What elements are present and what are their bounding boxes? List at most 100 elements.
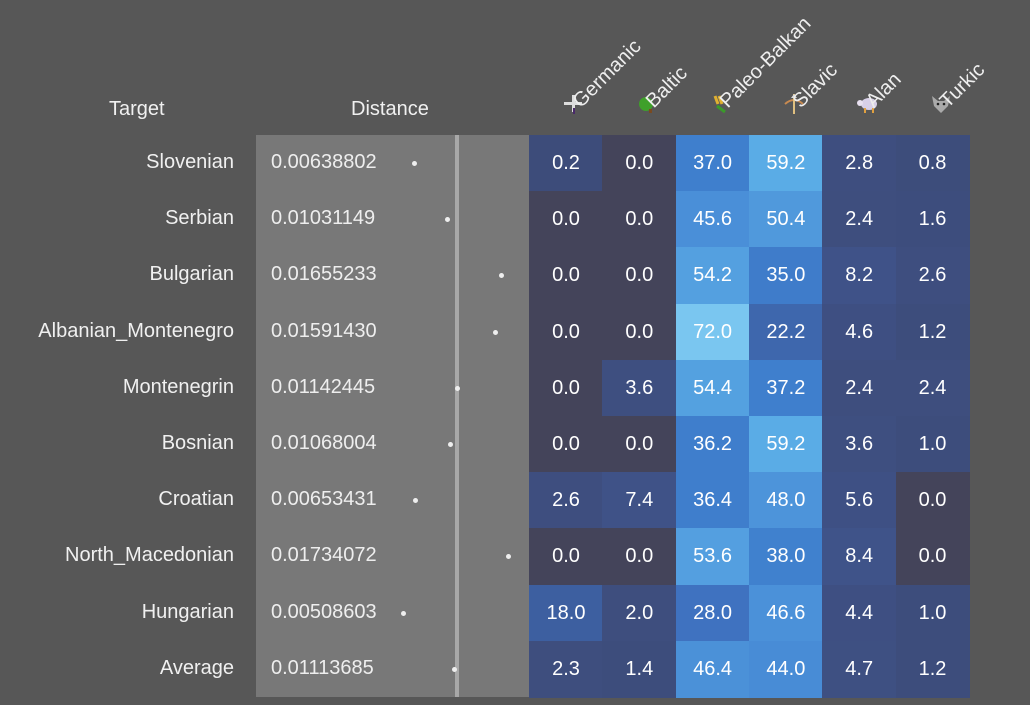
heatmap-cell: 2.4 bbox=[822, 191, 897, 249]
distance-value: 0.00508603 bbox=[271, 600, 377, 623]
sword-icon bbox=[562, 92, 586, 116]
heatmap-cell: 0.8 bbox=[895, 135, 970, 192]
heatmap-cell: 0.0 bbox=[602, 303, 677, 361]
distance-dot bbox=[445, 217, 451, 223]
heatmap-cell: 46.6 bbox=[748, 584, 823, 642]
distance-value: 0.01068004 bbox=[271, 432, 377, 454]
heatmap-cell: 44.0 bbox=[748, 640, 823, 698]
bow-icon bbox=[782, 92, 806, 116]
heatmap-cell: 54.2 bbox=[675, 247, 750, 305]
heatmap-cell: 4.4 bbox=[822, 584, 897, 642]
distance-value: 0.01113685 bbox=[271, 656, 374, 679]
heatmap-cell: 0.0 bbox=[529, 191, 603, 249]
heatmap-cell: 50.4 bbox=[748, 191, 823, 249]
heatmap-cell: 18.0 bbox=[529, 584, 603, 642]
wheat-icon bbox=[709, 92, 733, 116]
distance-value: 0.00653431 bbox=[271, 488, 377, 511]
heatmap-cell: 37.0 bbox=[675, 135, 750, 192]
heatmap-cell: 54.4 bbox=[675, 359, 750, 417]
heatmap-cell: 1.2 bbox=[895, 640, 970, 698]
heatmap-cell: 36.4 bbox=[675, 472, 750, 530]
distance-axis-line bbox=[455, 135, 459, 697]
row-label: Average bbox=[159, 656, 234, 679]
heatmap-cell: 72.0 bbox=[675, 303, 750, 361]
heatmap-cell: 3.6 bbox=[602, 359, 677, 417]
heatmap-cell: 59.2 bbox=[748, 416, 823, 473]
distance-value: 0.01591430 bbox=[271, 319, 377, 342]
row-label: Montenegrin bbox=[122, 375, 234, 398]
heatmap-cell: 2.0 bbox=[602, 584, 677, 642]
heatmap-cell: 35.0 bbox=[748, 247, 823, 305]
distance-dot bbox=[452, 666, 458, 672]
heatmap-cell: 22.2 bbox=[748, 303, 823, 361]
distance-dot bbox=[493, 329, 499, 335]
heatmap-cell: 0.0 bbox=[602, 135, 677, 192]
heatmap-cell: 0.0 bbox=[529, 303, 603, 361]
heatmap-cell: 38.0 bbox=[748, 528, 823, 586]
heatmap-cell: 8.2 bbox=[822, 247, 897, 305]
heatmap-cell: 0.0 bbox=[529, 528, 603, 586]
distance-value: 0.01655233 bbox=[271, 263, 377, 286]
distance-dot bbox=[498, 273, 504, 279]
heatmap-cell: 1.2 bbox=[895, 303, 970, 361]
row-label: Slovenian bbox=[146, 151, 234, 173]
row-label: Bosnian bbox=[161, 432, 234, 454]
column-header-baltic: Baltic bbox=[642, 62, 693, 113]
heatmap-cell: 0.0 bbox=[529, 359, 603, 417]
wolf-icon bbox=[929, 92, 953, 116]
distance-value: 0.01031149 bbox=[271, 207, 376, 230]
distance-value: 0.01142445 bbox=[271, 375, 376, 398]
heatmap-cell: 1.6 bbox=[895, 191, 970, 249]
distance-dot bbox=[454, 385, 460, 391]
heatmap-cell: 59.2 bbox=[748, 135, 823, 192]
heatmap-cell: 0.2 bbox=[529, 135, 603, 192]
distance-dot bbox=[400, 610, 406, 616]
heatmap-cell: 36.2 bbox=[675, 416, 750, 473]
heatmap-cell: 2.4 bbox=[895, 359, 970, 417]
heatmap-cell: 2.4 bbox=[822, 359, 897, 417]
heatmap-cell: 2.8 bbox=[822, 135, 897, 192]
sheep-icon bbox=[855, 92, 879, 116]
row-label: Albanian_Montenegro bbox=[38, 319, 234, 342]
heatmap-cell: 45.6 bbox=[675, 191, 750, 249]
heatmap-cell: 4.7 bbox=[822, 640, 897, 698]
row-label: Croatian bbox=[158, 488, 234, 511]
distance-header: Distance bbox=[351, 98, 429, 120]
heatmap-cell: 1.4 bbox=[602, 640, 677, 698]
distance-value: 0.00638802 bbox=[271, 151, 377, 173]
target-header: Target bbox=[109, 98, 165, 120]
heatmap-cell: 2.3 bbox=[529, 640, 603, 698]
heatmap-cell: 1.0 bbox=[895, 584, 970, 642]
distance-value: 0.01734072 bbox=[271, 544, 377, 567]
heatmap-cell: 37.2 bbox=[748, 359, 823, 417]
heatmap-cell: 0.0 bbox=[602, 247, 677, 305]
heatmap-cell: 46.4 bbox=[675, 640, 750, 698]
heatmap-cell: 2.6 bbox=[895, 247, 970, 305]
column-header-slavic: Slavic bbox=[788, 59, 842, 113]
heatmap-cell: 4.6 bbox=[822, 303, 897, 361]
heatmap-cell: 1.0 bbox=[895, 416, 970, 473]
heatmap-cell: 0.0 bbox=[602, 191, 677, 249]
row-label: Serbian bbox=[165, 207, 234, 230]
column-header-turkic: Turkic bbox=[935, 58, 989, 113]
heatmap-cell: 8.4 bbox=[822, 528, 897, 586]
heatmap-cell: 0.0 bbox=[529, 416, 603, 473]
heatmap-cell: 2.6 bbox=[529, 472, 603, 530]
heatmap-cell: 5.6 bbox=[822, 472, 897, 530]
distance-dot bbox=[412, 498, 418, 504]
distance-dot bbox=[448, 442, 454, 447]
distance-dot bbox=[505, 554, 511, 560]
row-label: Bulgarian bbox=[149, 263, 234, 286]
heatmap-cell: 0.0 bbox=[529, 247, 603, 305]
heatmap-cell: 0.0 bbox=[602, 416, 677, 473]
heatmap-cell: 28.0 bbox=[675, 584, 750, 642]
heatmap-cell: 53.6 bbox=[675, 528, 750, 586]
row-label: Hungarian bbox=[141, 600, 234, 623]
heatmap-cell: 7.4 bbox=[602, 472, 677, 530]
heatmap-cell: 3.6 bbox=[822, 416, 897, 473]
heatmap-cell: 0.0 bbox=[895, 528, 970, 586]
row-label: North_Macedonian bbox=[65, 544, 234, 567]
heatmap-cell: 0.0 bbox=[602, 528, 677, 586]
tree-icon bbox=[635, 92, 659, 116]
heatmap-cell: 0.0 bbox=[895, 472, 970, 530]
